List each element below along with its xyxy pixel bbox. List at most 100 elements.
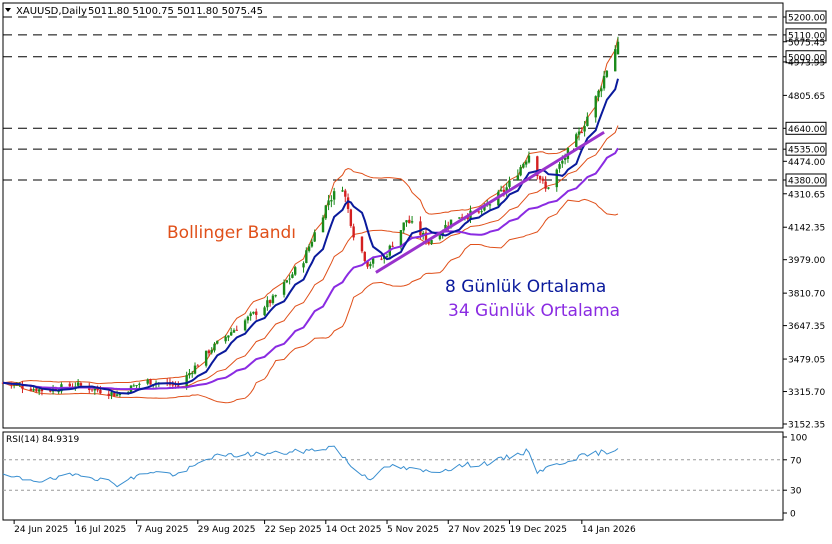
candle-body-82: [324, 205, 328, 219]
ohlc-readout: 5011.80 5100.75 5011.80 5075.45: [88, 6, 263, 17]
candle-body-144: [563, 157, 567, 161]
candle-body-8: [35, 388, 38, 392]
bollinger-upper: [2, 37, 619, 385]
rsi-tick-3: 0: [790, 510, 796, 520]
price-tick-15: 3479.05: [788, 356, 825, 366]
price-tick-9: 4380.00: [788, 176, 825, 186]
date-tick-6: 5 Nov 2025: [387, 525, 439, 535]
candle-body-140: [547, 187, 550, 189]
candle-body-125: [488, 204, 492, 206]
candle-body-79: [310, 241, 314, 247]
date-tick-5: 14 Oct 2025: [326, 525, 382, 535]
price-tick-0: 5200.00: [788, 14, 825, 24]
candle-body-25: [99, 389, 102, 394]
candle-body-155: [605, 70, 609, 77]
candle-body-81: [321, 217, 325, 233]
candle-body-121: [477, 211, 481, 213]
candle-body-88: [346, 197, 350, 209]
candle-body-35: [138, 383, 141, 385]
candle-body-34: [135, 385, 138, 387]
candle-body-156: [614, 49, 617, 72]
candle-body-134: [524, 161, 528, 165]
candle-body-20: [79, 383, 83, 386]
candle-body-49: [193, 365, 197, 374]
rsi-tick-1: 70: [790, 456, 802, 466]
candle-body-142: [558, 164, 561, 169]
rsi-tick-0: 100: [790, 434, 807, 444]
price-level-box-6: [785, 121, 827, 135]
price-tick-2: 5075.45: [788, 38, 825, 48]
dropdown-triangle-icon[interactable]: [5, 8, 11, 12]
price-level-box-1: [785, 28, 827, 42]
price-tick-13: 3810.70: [788, 290, 825, 300]
trendline: [375, 131, 605, 274]
candle-body-87: [344, 190, 347, 197]
date-tick-3: 29 Aug 2025: [198, 525, 256, 535]
candle-body-56: [224, 336, 227, 342]
candle-body-147: [577, 131, 581, 135]
price-levels: [3, 16, 783, 181]
price-tick-4: 4973.95: [788, 58, 825, 68]
chart-header: XAUUSD,Daily 5011.80 5100.75 5011.80 507…: [5, 6, 263, 17]
price-tick-3: 5000.00: [788, 53, 825, 63]
candle-body-130: [508, 180, 511, 187]
candle-body-102: [402, 222, 405, 231]
candle-body-84: [330, 200, 333, 202]
candle-body-115: [449, 219, 453, 228]
date-tick-4: 22 Sep 2025: [265, 525, 322, 535]
candle-body-139: [544, 181, 547, 189]
candle-body-61: [243, 320, 247, 331]
candle-body-77: [305, 250, 308, 264]
rsi-label: RSI(14) 84.9319: [6, 435, 79, 445]
candle-body-47: [188, 373, 191, 376]
candle-body-80: [313, 232, 316, 242]
candle-body-9: [37, 389, 41, 392]
candle-body-152: [597, 90, 600, 98]
price-tick-14: 3647.35: [788, 322, 825, 332]
candle-body-45: [177, 385, 180, 387]
candle-body-58: [229, 332, 233, 336]
candle-body-86: [341, 190, 344, 192]
candle-body-105: [410, 221, 414, 223]
price-level-box-7: [785, 142, 827, 156]
candle-body-104: [408, 219, 411, 224]
candle-body-150: [586, 116, 589, 126]
candle-body-48: [191, 373, 194, 375]
date-tick-9: 14 Jan 2026: [582, 525, 636, 535]
candle-body-133: [522, 163, 525, 168]
date-tick-2: 7 Aug 2025: [137, 525, 189, 535]
candle-body-128: [502, 189, 506, 192]
candle-body-63: [249, 313, 252, 316]
support-trendline: [375, 131, 605, 274]
candle-body-95: [371, 258, 375, 264]
candle-body-151: [594, 96, 597, 118]
candle-body-51: [204, 350, 208, 366]
candle-body-73: [288, 278, 291, 280]
chart-frame: [2, 2, 784, 521]
candle-body-30: [118, 393, 122, 396]
candle-body-50: [196, 365, 199, 367]
candle-body-90: [352, 226, 355, 238]
candle-body-11: [49, 390, 52, 392]
ma8-line: [2, 78, 619, 395]
candle-body-70: [274, 295, 277, 297]
date-tick-1: 16 Jul 2025: [75, 525, 126, 535]
candle-body-64: [252, 311, 255, 314]
candle-body-122: [480, 211, 483, 213]
candle-body-89: [349, 209, 353, 226]
candle-body-53: [210, 349, 213, 353]
candle-body-106: [419, 221, 422, 236]
candle-body-108: [424, 232, 428, 242]
candle-body-29: [115, 394, 119, 396]
candle-body-75: [293, 267, 297, 275]
candle-body-154: [602, 76, 606, 89]
candle-body-4: [18, 384, 21, 386]
candle-body-68: [268, 300, 272, 304]
candle-body-135: [527, 155, 531, 163]
candle-body-107: [422, 232, 425, 236]
candle-body-72: [285, 280, 289, 283]
candle-body-85: [332, 191, 336, 200]
price-tick-11: 4142.35: [788, 224, 825, 234]
